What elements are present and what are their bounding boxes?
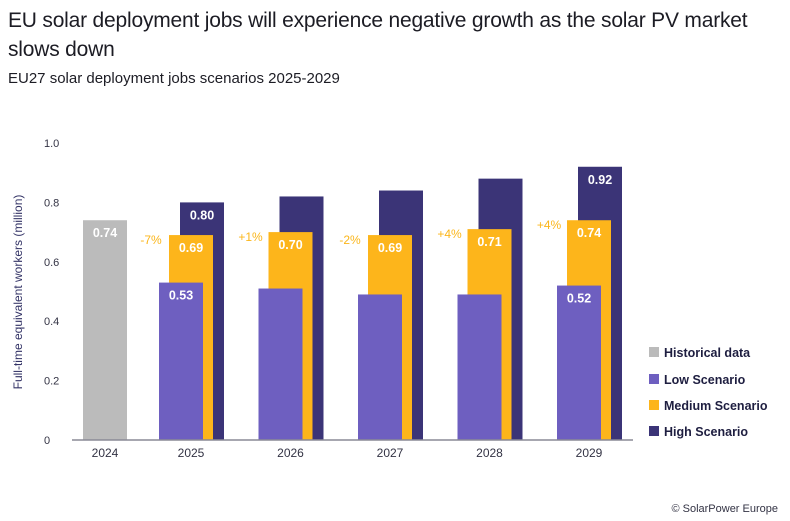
value-label-low-2025: 0.53: [169, 289, 193, 303]
bar-low-2029: [557, 285, 601, 440]
x-axis: 2024 2025 2026 2027 2028 2029: [92, 446, 603, 460]
bar-low-2028: [457, 294, 502, 440]
x-tick-label: 2024: [92, 446, 119, 460]
copyright-text: © SolarPower Europe: [671, 503, 778, 515]
legend-label-historical: Historical data: [664, 346, 751, 360]
bar-low-2027: [358, 294, 402, 440]
bar-low-2026: [258, 288, 303, 440]
x-tick-label: 2028: [476, 446, 503, 460]
legend-swatch-historical: [649, 347, 659, 357]
legend-swatch-medium: [649, 400, 659, 410]
y-axis-label: Full-time equivalent workers (million): [11, 195, 25, 390]
growth-annotation: -7%: [140, 233, 162, 247]
value-label-medium-2026: 0.70: [278, 238, 302, 252]
value-label-medium-2027: 0.69: [378, 241, 402, 255]
x-tick-label: 2029: [576, 446, 603, 460]
legend-label-high: High Scenario: [664, 425, 748, 439]
value-label-historical-2024: 0.74: [93, 226, 117, 240]
bars: 0.74 0.80 0.69 0.53 0.70 0.69 0.71 0.92 0.74 0.52…: [83, 166, 622, 440]
legend-swatch-high: [649, 426, 659, 436]
y-tick-label: 0.2: [44, 376, 59, 388]
y-tick-label: 0.8: [44, 197, 59, 209]
x-tick-label: 2027: [377, 446, 404, 460]
y-tick-label: 0.6: [44, 257, 59, 269]
value-label-medium-2029: 0.74: [577, 226, 601, 240]
growth-annotation: +4%: [437, 227, 462, 241]
legend-label-medium: Medium Scenario: [664, 399, 768, 413]
y-tick-label: 0.4: [44, 316, 59, 328]
chart-title: EU solar deployment jobs will experience…: [8, 9, 748, 61]
legend: Historical data Low Scenario Medium Scenar…: [649, 346, 768, 439]
legend-swatch-low: [649, 374, 659, 384]
growth-annotation: -2%: [339, 233, 361, 247]
value-label-high-2025: 0.80: [190, 208, 214, 222]
bar-low-2025: [159, 282, 203, 440]
growth-annotation: +1%: [238, 230, 263, 244]
growth-annotation: +4%: [537, 218, 562, 232]
bar-historical-2024: [83, 220, 127, 440]
x-tick-label: 2026: [277, 446, 304, 460]
value-label-medium-2025: 0.69: [179, 241, 203, 255]
y-tick-label: 0: [44, 435, 50, 447]
x-tick-label: 2025: [178, 446, 205, 460]
chart-subtitle: EU27 solar deployment jobs scenarios 202…: [8, 70, 340, 87]
y-axis: 0 0.2 0.4 0.6 0.8 1.0: [44, 138, 59, 447]
value-label-high-2029: 0.92: [588, 173, 612, 187]
value-label-medium-2028: 0.71: [477, 235, 501, 249]
legend-label-low: Low Scenario: [664, 373, 746, 387]
value-label-low-2029: 0.52: [567, 292, 591, 306]
y-tick-label: 1.0: [44, 138, 59, 150]
